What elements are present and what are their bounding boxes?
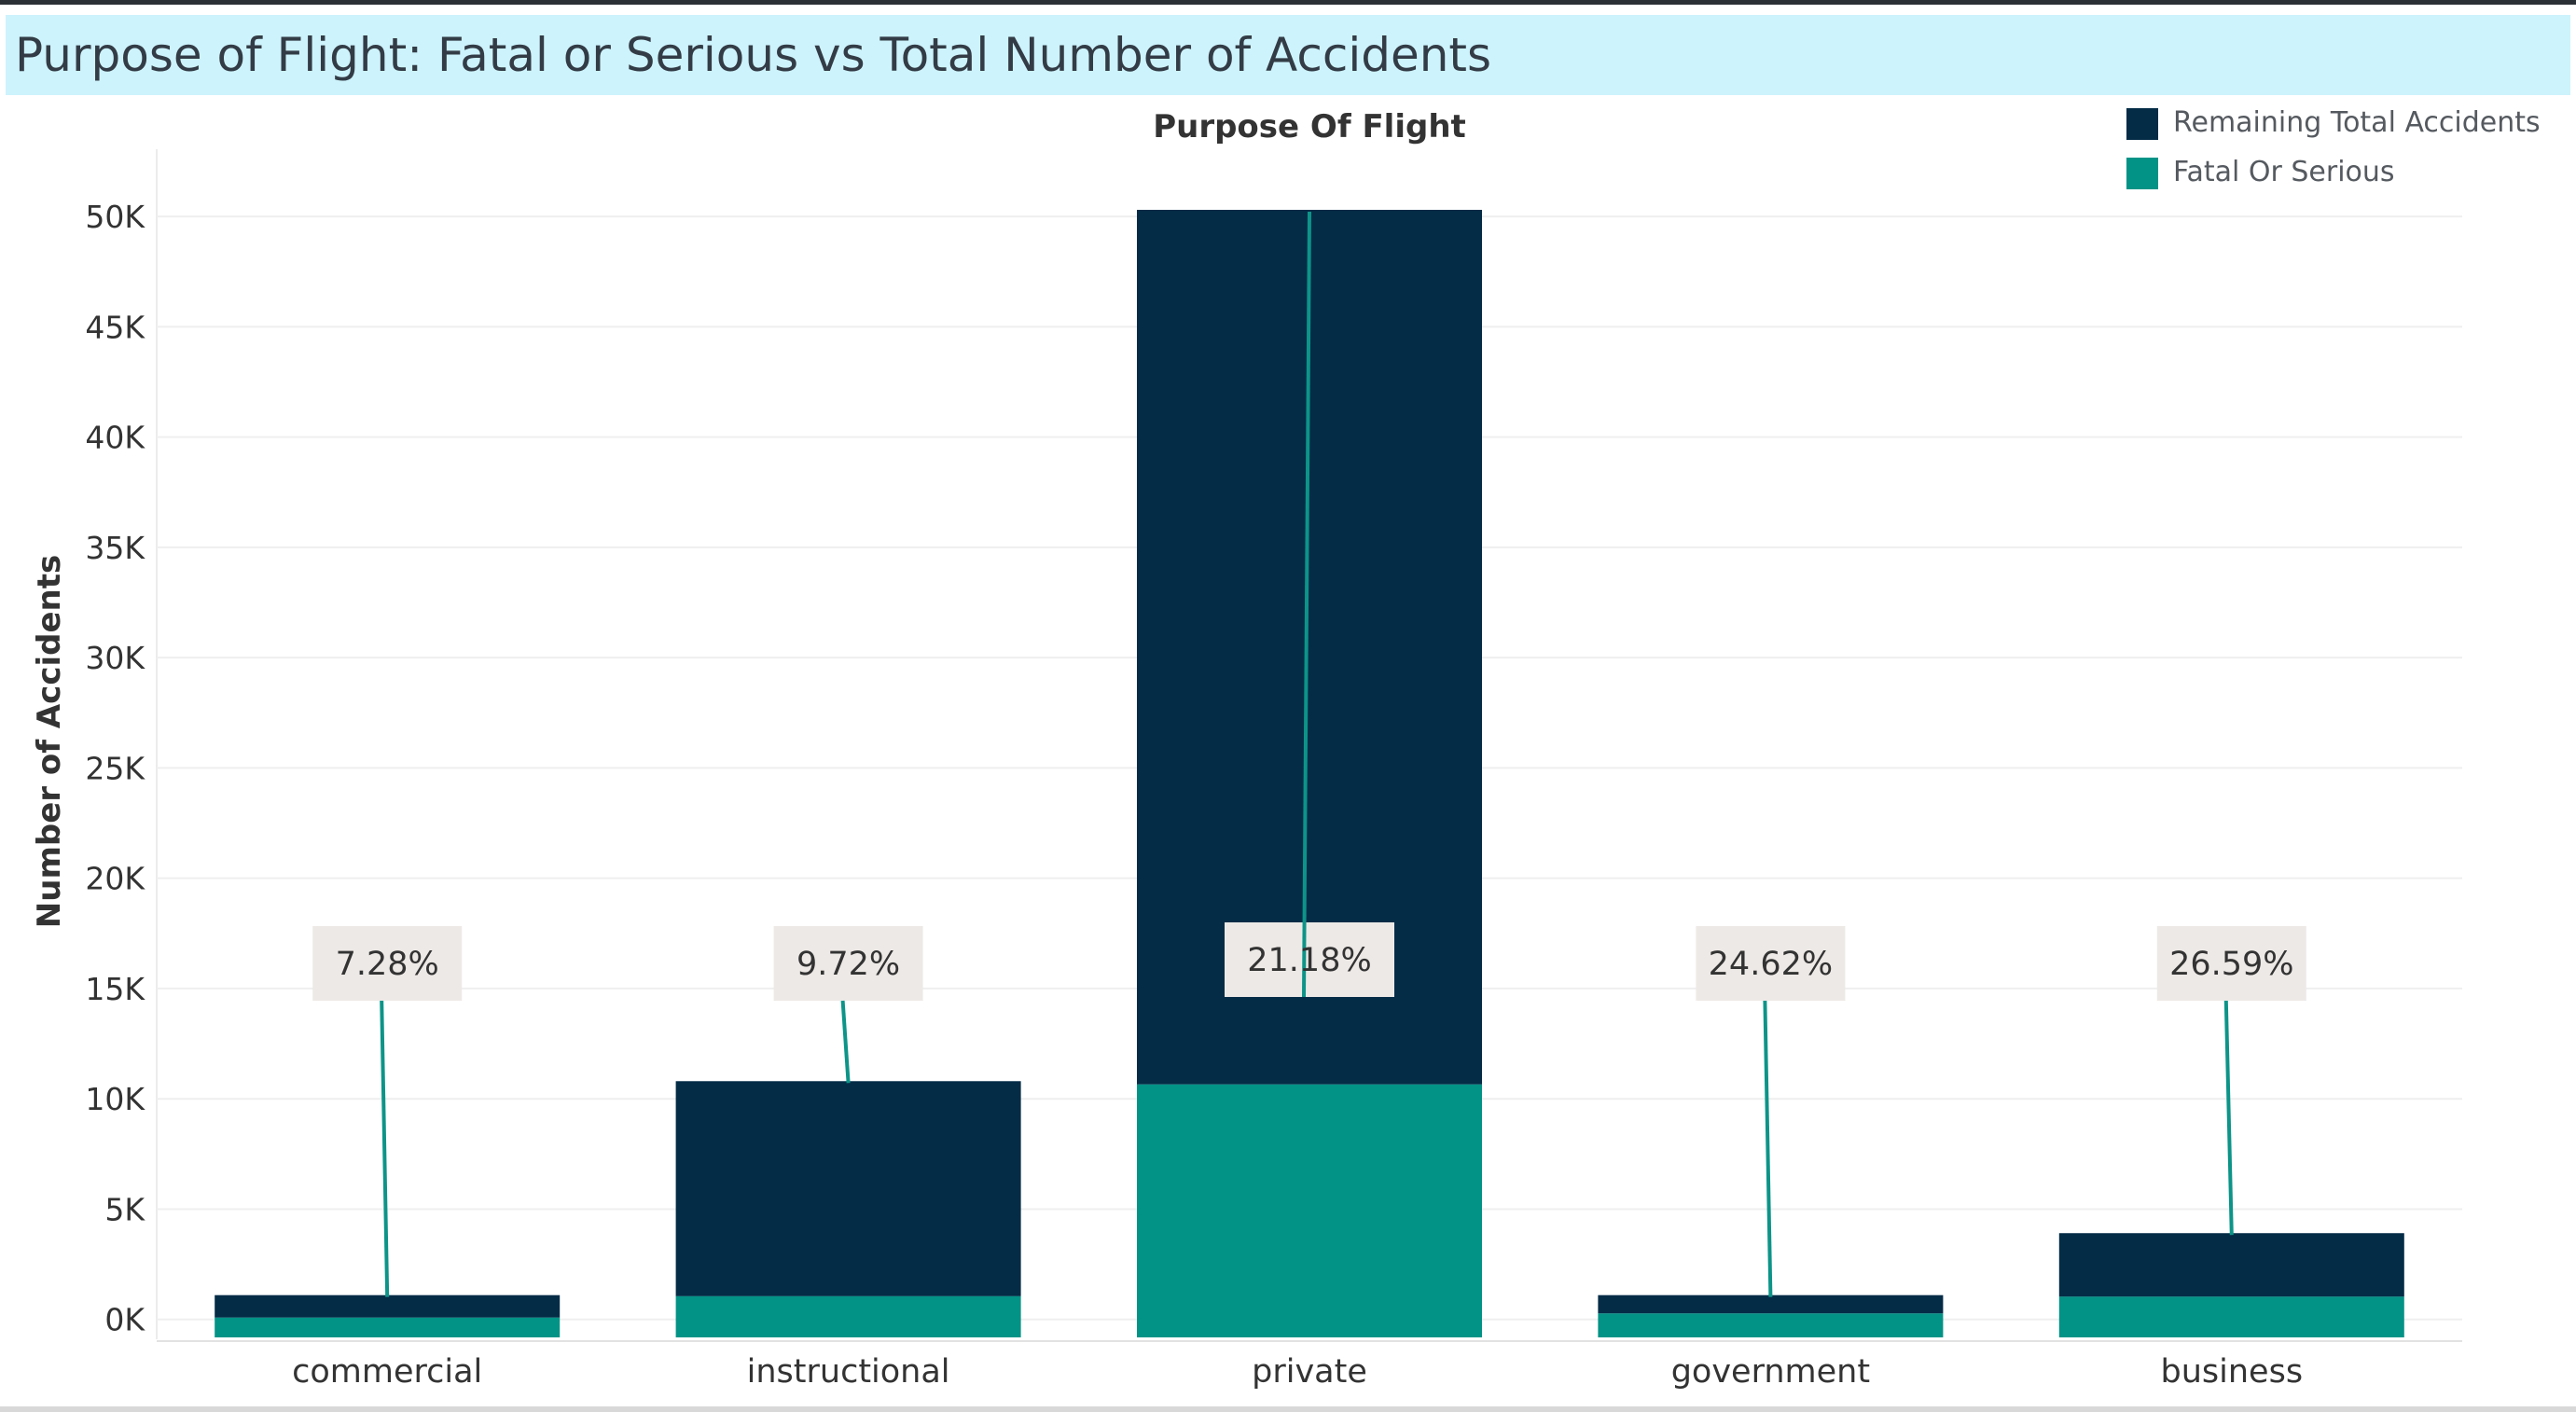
y-tick-label: 40K — [85, 420, 145, 456]
data-label: 24.62% — [1709, 946, 1833, 983]
data-label-connector — [1763, 1000, 1773, 1297]
bar-remaining-commercial — [215, 1294, 561, 1318]
data-label-connector — [840, 1000, 851, 1084]
data-label: 7.28% — [336, 946, 439, 983]
legend-swatch-fatal-serious — [2126, 158, 2158, 189]
y-tick-label: 10K — [85, 1081, 145, 1117]
y-tick-label: 45K — [85, 309, 145, 345]
y-tick-label: 25K — [85, 750, 145, 786]
y-tick-label: 50K — [85, 199, 145, 235]
top-border — [0, 0, 2576, 5]
bar-fatal-serious-government — [1598, 1313, 1944, 1337]
x-tick-label: government — [1671, 1353, 1870, 1391]
x-tick-label: private — [1252, 1353, 1367, 1391]
bar-remaining-business — [2058, 1233, 2404, 1297]
y-tick-label: 35K — [85, 530, 145, 566]
x-tick-label: instructional — [747, 1353, 950, 1391]
y-tick-label: 0K — [104, 1302, 145, 1338]
data-label-connector — [2223, 1000, 2234, 1236]
data-label-box — [312, 926, 463, 1001]
bar-fatal-serious-instructional — [675, 1295, 1021, 1337]
bar-fatal-serious-business — [2058, 1296, 2404, 1337]
data-label-box — [773, 926, 923, 1001]
y-tick-label: 20K — [85, 861, 145, 897]
legend-label-fatal-serious: Fatal Or Serious — [2173, 156, 2395, 188]
bar-remaining-instructional — [675, 1081, 1021, 1296]
page-title: Purpose of Flight: Fatal or Serious vs T… — [15, 28, 1492, 82]
data-label: 21.18% — [1247, 942, 1371, 979]
title-bar: Purpose of Flight: Fatal or Serious vs T… — [6, 15, 2570, 95]
bar-fatal-serious-commercial — [215, 1317, 561, 1337]
y-axis-title: Number of Accidents — [31, 555, 68, 928]
data-label-box — [1696, 926, 1846, 1001]
bar-remaining-government — [1598, 1294, 1944, 1314]
bar-fatal-serious-private — [1137, 1084, 1482, 1337]
data-label: 26.59% — [2169, 946, 2293, 983]
y-tick-label: 5K — [104, 1191, 145, 1227]
legend-label-remaining: Remaining Total Accidents — [2173, 106, 2541, 139]
chart-title: Purpose Of Flight — [1153, 108, 1466, 145]
data-label-connector — [1302, 211, 1311, 998]
legend-swatch-remaining — [2126, 108, 2158, 140]
data-label: 9.72% — [796, 946, 900, 983]
x-tick-label: business — [2161, 1353, 2304, 1391]
data-label-box — [1225, 922, 1394, 997]
data-label-connector — [380, 1000, 390, 1297]
x-tick-label: commercial — [292, 1353, 482, 1391]
data-label-box — [2156, 926, 2306, 1001]
y-tick-label: 30K — [85, 640, 145, 676]
y-tick-label: 15K — [85, 971, 145, 1007]
bottom-border — [0, 1406, 2576, 1412]
